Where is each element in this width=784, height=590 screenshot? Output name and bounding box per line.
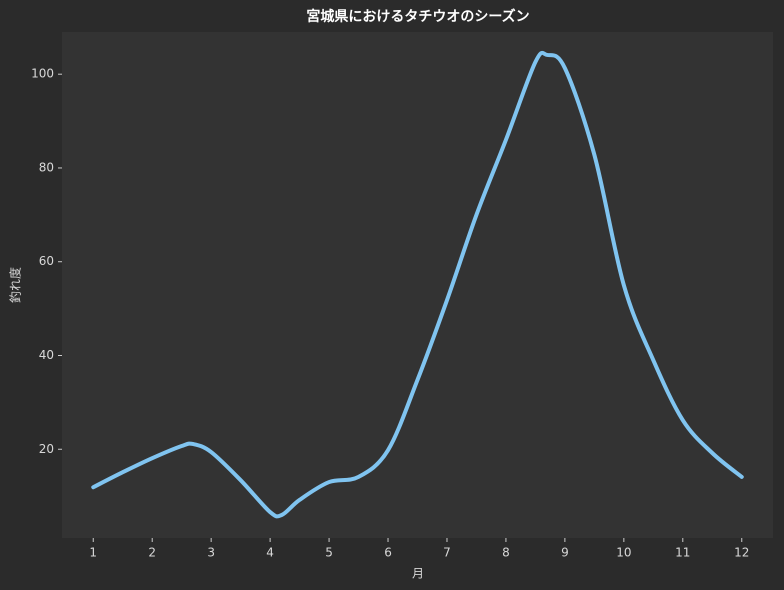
x-axis-label: 月: [412, 567, 424, 581]
y-tick-label: 60: [39, 254, 54, 268]
line: [91, 50, 744, 519]
x-tick-label: 4: [266, 546, 274, 560]
x-tick-label: 6: [384, 546, 392, 560]
y-tick-label: 20: [39, 442, 54, 456]
x-tick-label: 12: [734, 546, 749, 560]
x-tick-label: 3: [207, 546, 215, 560]
x-tick-label: 1: [89, 546, 97, 560]
y-tick-label: 40: [39, 348, 54, 362]
x-tick-label: 7: [443, 546, 451, 560]
x-tick-label: 2: [148, 546, 156, 560]
x-tick-label: 5: [325, 546, 333, 560]
y-tick-label: 100: [31, 67, 54, 81]
x-tick-label: 8: [502, 546, 510, 560]
y-tick-label: 80: [39, 160, 54, 174]
y-axis-label: 釣れ度: [8, 267, 23, 303]
x-tick-label: 11: [675, 546, 690, 560]
x-tick-label: 9: [561, 546, 569, 560]
x-tick-label: 10: [616, 546, 631, 560]
plot-area: [62, 32, 773, 538]
chart-title: 宮城県におけるタチウオのシーズン: [306, 8, 529, 25]
